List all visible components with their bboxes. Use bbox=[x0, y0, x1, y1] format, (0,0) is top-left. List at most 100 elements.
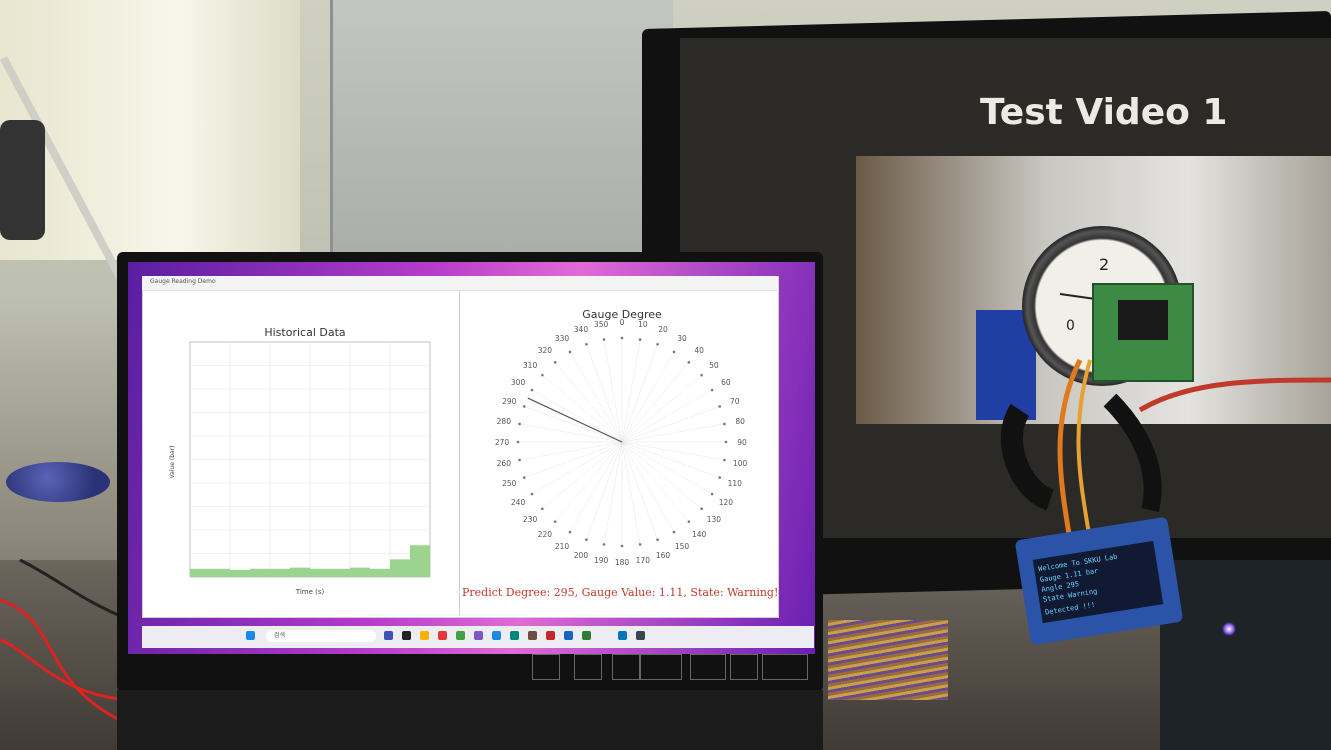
tick-dot bbox=[724, 440, 728, 444]
tick-dot bbox=[602, 543, 606, 546]
folder-icon[interactable] bbox=[420, 631, 429, 640]
angle-tick-label: 170 bbox=[636, 556, 651, 565]
data-bar bbox=[330, 568, 350, 577]
app-icon[interactable] bbox=[546, 631, 555, 640]
tick-dot bbox=[568, 350, 572, 354]
laptop-base bbox=[117, 690, 823, 750]
angle-tick-label: 230 bbox=[523, 515, 538, 524]
radial-grid-line bbox=[569, 351, 623, 443]
app-icon[interactable] bbox=[402, 631, 411, 640]
laptop-sticker bbox=[762, 654, 808, 680]
window-light bbox=[0, 0, 300, 260]
angle-tick-label: 60 bbox=[721, 378, 731, 387]
computer-mouse bbox=[6, 462, 110, 502]
angle-tick-label: 120 bbox=[719, 498, 734, 507]
tick-dot bbox=[568, 530, 572, 534]
app-icon[interactable] bbox=[438, 631, 447, 640]
tick-dot bbox=[553, 520, 557, 523]
tick-dot bbox=[530, 388, 534, 392]
angle-tick-label: 90 bbox=[737, 438, 747, 447]
cabinet bbox=[330, 0, 673, 260]
angle-tick-label: 100 bbox=[733, 459, 748, 468]
app-icon[interactable] bbox=[492, 631, 501, 640]
radial-grid-line bbox=[621, 339, 641, 443]
angle-tick-label: 30 bbox=[677, 334, 687, 343]
app-icon[interactable] bbox=[474, 631, 483, 640]
laptop-sticker bbox=[574, 654, 602, 680]
tick-dot bbox=[522, 476, 526, 479]
angle-tick-label: 270 bbox=[495, 438, 510, 447]
tick-dot bbox=[718, 405, 722, 408]
angle-tick-label: 340 bbox=[574, 325, 589, 334]
angle-tick-label: 210 bbox=[555, 542, 570, 551]
radial-grid-line bbox=[554, 441, 623, 522]
x-axis-label: Time (s) bbox=[295, 588, 325, 596]
radial-grid-line bbox=[621, 389, 713, 443]
radial-grid-line bbox=[621, 441, 702, 510]
data-bar bbox=[250, 568, 270, 577]
angle-tick-label: 290 bbox=[502, 397, 517, 406]
angle-tick-label: 110 bbox=[728, 479, 743, 488]
app-icon[interactable] bbox=[564, 631, 573, 640]
radial-grid-line bbox=[621, 406, 720, 443]
radial-grid-line bbox=[621, 344, 658, 443]
radial-grid-line bbox=[519, 423, 623, 443]
app-window-title: Gauge Reading Demo bbox=[150, 278, 216, 285]
angle-tick-label: 280 bbox=[497, 417, 512, 426]
app-icon[interactable] bbox=[636, 631, 645, 640]
radial-grid-line bbox=[621, 441, 725, 461]
laptop-sticker bbox=[690, 654, 726, 680]
tick-dot bbox=[710, 492, 714, 496]
tick-dot bbox=[723, 422, 726, 426]
app-icon[interactable] bbox=[510, 631, 519, 640]
y-axis-label: Value (bar) bbox=[169, 445, 176, 478]
historical-data-chart: Historical Data Time (s) Value (bar) bbox=[169, 326, 431, 596]
radial-grid-line bbox=[621, 351, 675, 443]
tick-dot bbox=[687, 361, 691, 364]
tick-dot bbox=[656, 538, 659, 542]
radial-grid-line bbox=[621, 441, 641, 545]
status-led bbox=[1222, 622, 1236, 636]
app-icon[interactable] bbox=[618, 631, 627, 640]
angle-tick-label: 310 bbox=[523, 361, 538, 370]
angle-tick-label: 240 bbox=[511, 498, 526, 507]
red-cables bbox=[0, 558, 140, 722]
tick-dot bbox=[672, 350, 676, 354]
tick-dot bbox=[620, 336, 624, 340]
start-icon[interactable] bbox=[246, 631, 255, 640]
tick-dot bbox=[620, 544, 624, 548]
radial-grid-line bbox=[586, 344, 623, 443]
taskbar-search[interactable]: 검색 bbox=[266, 630, 376, 642]
app-icon[interactable] bbox=[456, 631, 465, 640]
angle-tick-label: 250 bbox=[502, 479, 517, 488]
prediction-status: Predict Degree: 295, Gauge Value: 1.11, … bbox=[462, 586, 779, 599]
data-bar bbox=[410, 545, 430, 577]
angle-tick-label: 260 bbox=[497, 459, 512, 468]
laptop-sticker bbox=[640, 654, 682, 680]
tick-dot bbox=[700, 373, 703, 377]
tick-dot bbox=[710, 388, 714, 392]
angle-tick-label: 200 bbox=[574, 551, 589, 560]
angle-tick-label: 20 bbox=[658, 325, 668, 334]
laptop-sticker bbox=[730, 654, 758, 680]
app-icon[interactable] bbox=[582, 631, 591, 640]
desk-lamp-head bbox=[0, 120, 45, 240]
data-bar bbox=[270, 568, 290, 577]
dev-board bbox=[1160, 560, 1331, 750]
app-icon[interactable] bbox=[384, 631, 393, 640]
angle-tick-label: 40 bbox=[694, 346, 704, 355]
angle-tick-label: 190 bbox=[594, 556, 609, 565]
angle-tick-label: 80 bbox=[735, 417, 745, 426]
angle-tick-label: 130 bbox=[707, 515, 722, 524]
radial-grid-line bbox=[621, 441, 658, 540]
angle-tick-label: 0 bbox=[620, 318, 625, 327]
tick-dot bbox=[687, 520, 691, 523]
tick-dot bbox=[700, 507, 703, 511]
gauge-number-zero: 0 bbox=[1066, 318, 1075, 334]
app-titlebar[interactable] bbox=[142, 276, 777, 291]
tick-dot bbox=[585, 538, 588, 542]
needle-line bbox=[527, 397, 623, 443]
app-icon[interactable] bbox=[528, 631, 537, 640]
tick-dot bbox=[638, 338, 642, 341]
radial-grid-line bbox=[621, 441, 690, 522]
